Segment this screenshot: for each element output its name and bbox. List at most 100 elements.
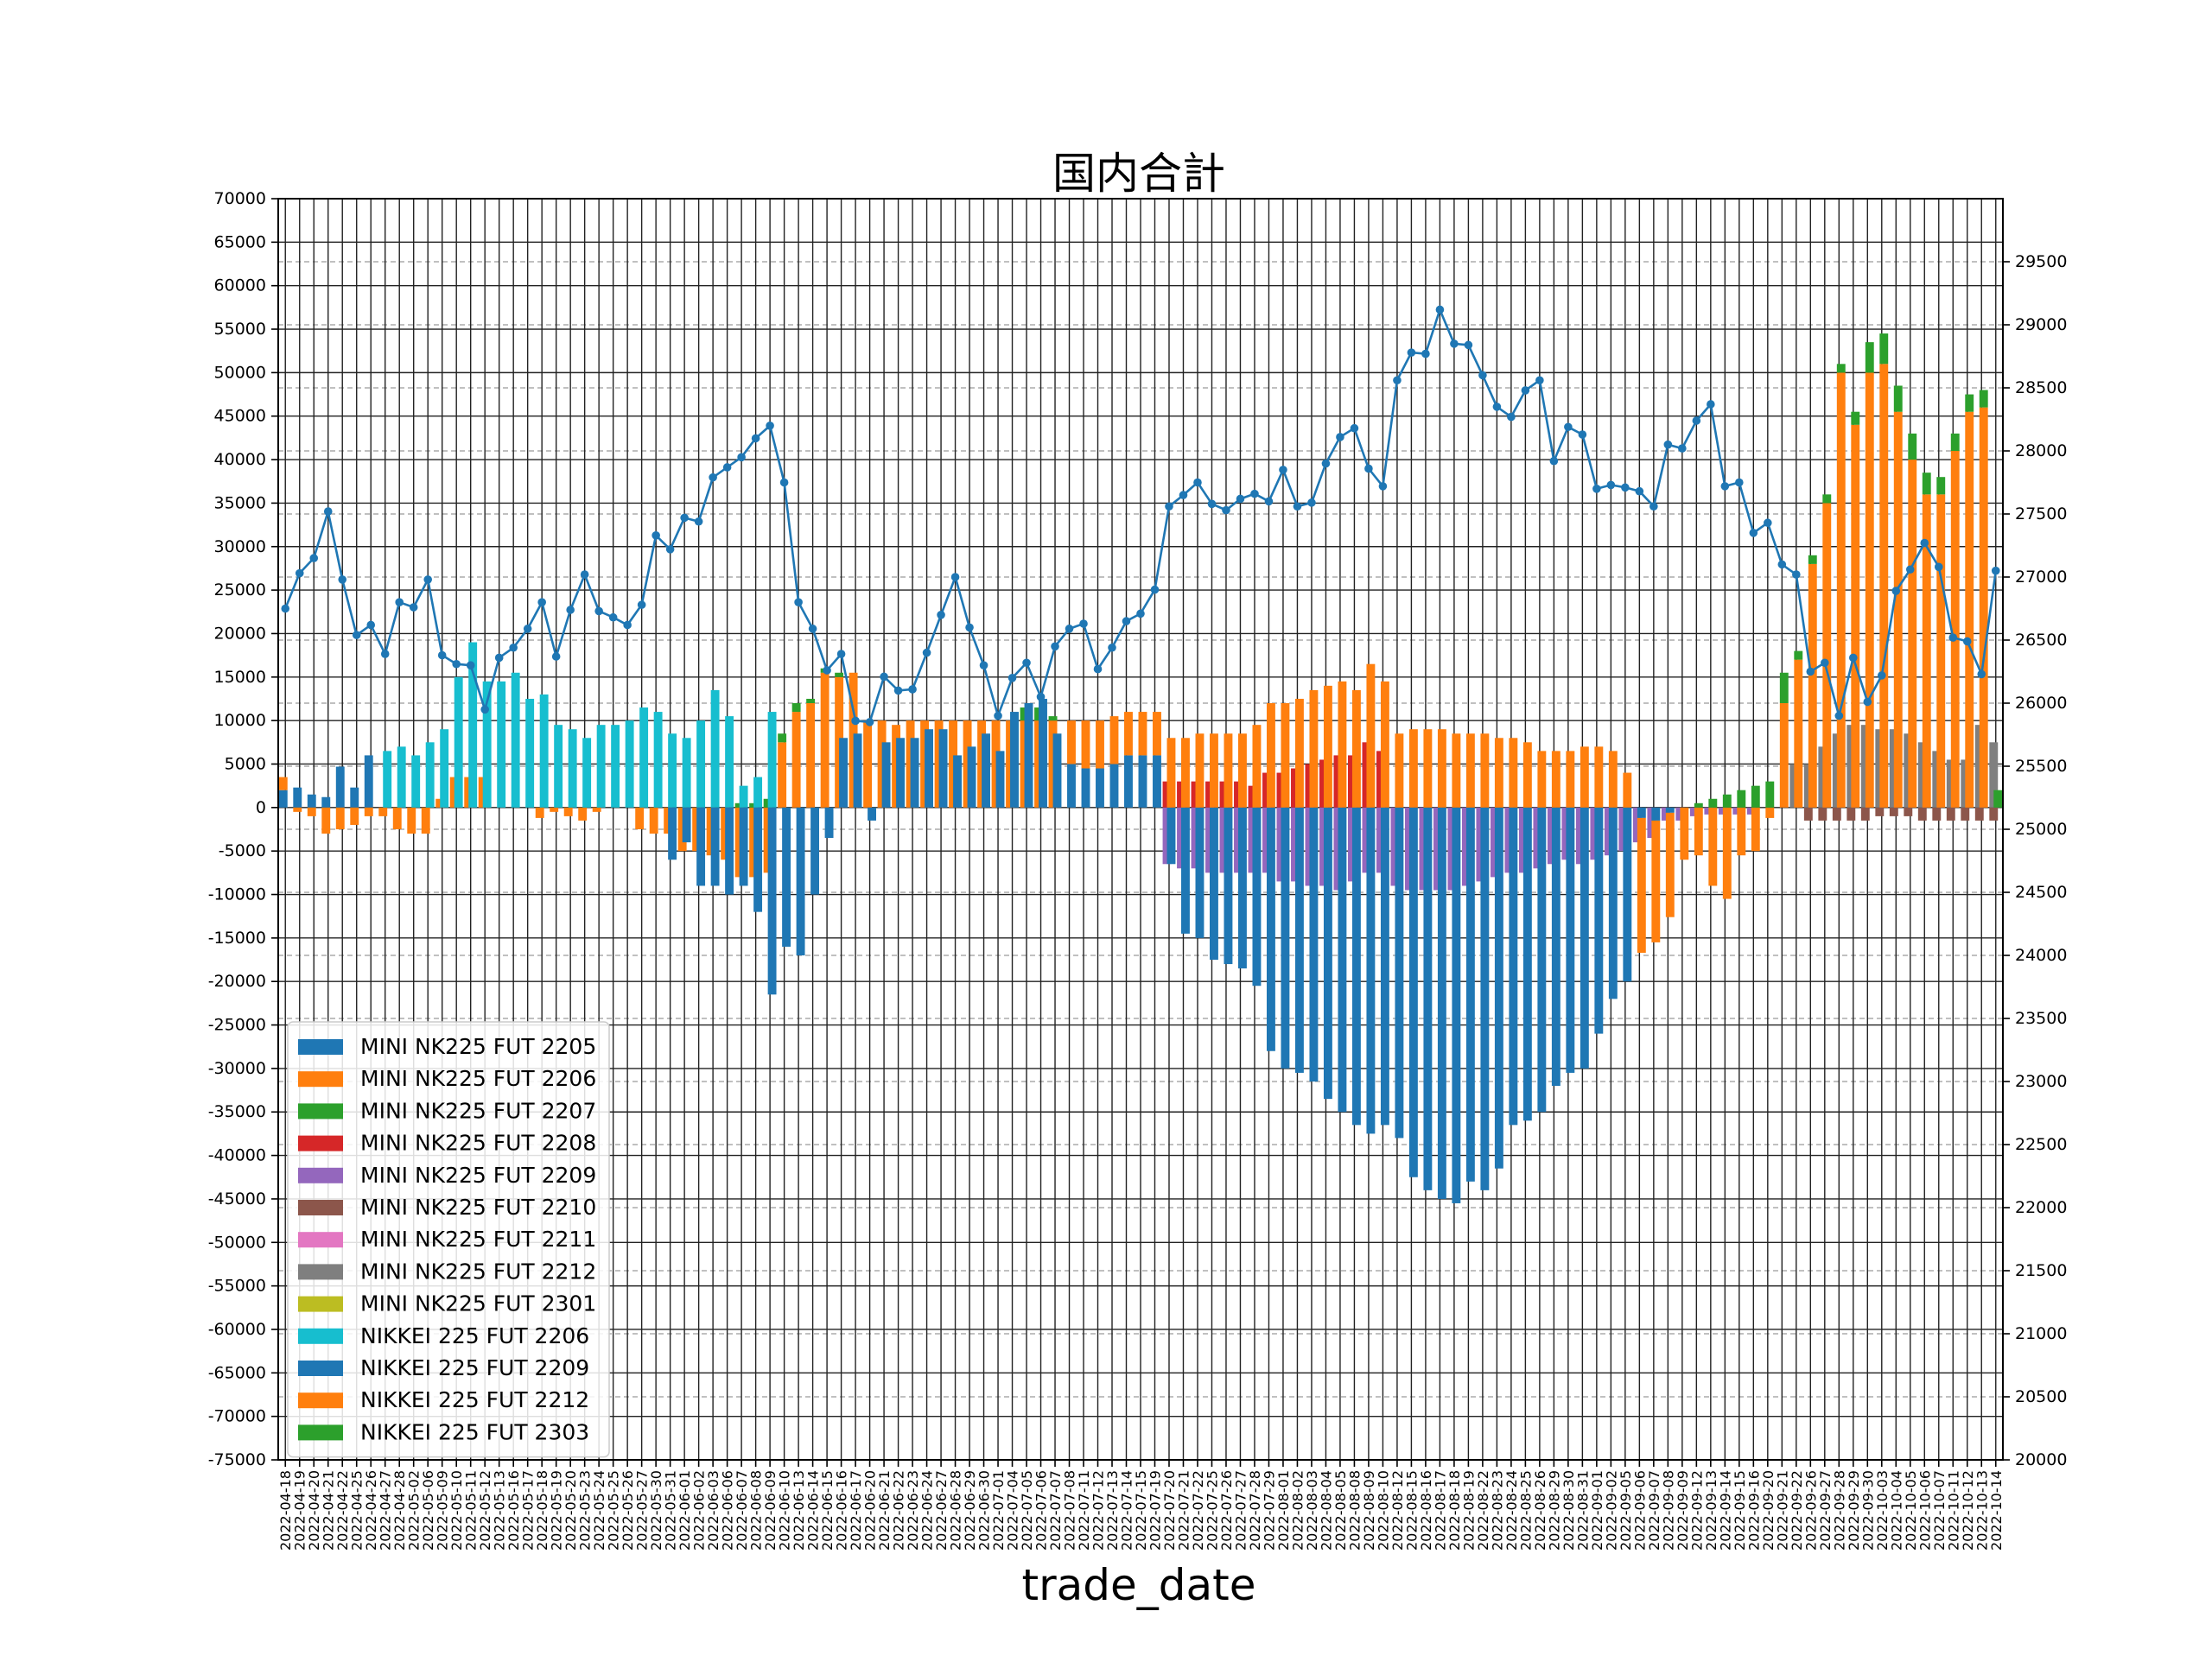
bar: [1932, 807, 1942, 821]
bar: [1096, 768, 1104, 808]
bar: [1181, 807, 1190, 934]
price-point: [1962, 637, 1972, 646]
x-tick-label: 2022-08-31: [1574, 1470, 1591, 1551]
x-tick-label: 2022-04-21: [321, 1470, 337, 1551]
y-right-tick-label: 29500: [2015, 252, 2067, 271]
price-point: [779, 478, 789, 487]
price-point: [1934, 562, 1943, 572]
x-tick-label: 2022-06-02: [691, 1470, 708, 1551]
bar: [1166, 807, 1176, 865]
price-point: [1350, 423, 1359, 433]
x-tick-label: 2022-06-20: [862, 1470, 879, 1551]
price-point: [1606, 480, 1616, 490]
bar: [1210, 733, 1218, 808]
bar: [778, 742, 787, 808]
bar: [1323, 685, 1332, 808]
bar: [710, 807, 720, 886]
x-tick-label: 2022-07-15: [1133, 1470, 1149, 1551]
price-point: [1806, 667, 1815, 676]
bar: [293, 807, 302, 812]
bar: [582, 738, 592, 808]
price-point: [1821, 658, 1829, 668]
x-tick-label: 2022-08-29: [1546, 1470, 1562, 1551]
bar: [1822, 503, 1832, 808]
x-tick-label: 2022-08-10: [1375, 1470, 1391, 1551]
bar: [1836, 372, 1846, 808]
price-point: [1022, 658, 1031, 668]
bar: [1494, 807, 1503, 1169]
x-tick-label: 2022-05-13: [492, 1470, 508, 1551]
y-right-tick-label: 28000: [2015, 441, 2067, 460]
bars-layer: [278, 333, 2003, 1203]
bar: [1048, 716, 1058, 721]
bar: [868, 807, 877, 821]
bar: [1794, 659, 1803, 808]
x-axis-label: trade_date: [1021, 1560, 1255, 1610]
x-tick-label: 2022-05-02: [406, 1470, 423, 1551]
bar: [1722, 807, 1732, 899]
price-point: [1478, 371, 1487, 380]
price-point: [865, 718, 874, 726]
bar: [1153, 755, 1161, 808]
x-tick-label: 2022-08-03: [1304, 1470, 1320, 1551]
bar: [725, 716, 734, 808]
x-tick-label: 2022-09-14: [1717, 1470, 1733, 1551]
legend-swatch: [298, 1167, 343, 1183]
price-point: [1663, 440, 1673, 449]
bar: [1623, 772, 1632, 808]
bar: [1039, 698, 1047, 808]
x-tick-label: 2022-06-13: [791, 1470, 807, 1551]
bar: [1522, 807, 1532, 1121]
bar: [1380, 681, 1389, 808]
price-point: [1207, 499, 1217, 509]
x-tick-label: 2022-08-25: [1517, 1470, 1534, 1551]
y-left-tick-label: -20000: [208, 972, 266, 991]
price-point: [680, 513, 689, 523]
legend-box: [287, 1021, 610, 1458]
price-point: [395, 598, 404, 606]
bar: [1708, 807, 1718, 886]
bar: [1851, 424, 1860, 808]
price-point: [1635, 486, 1644, 496]
bar: [896, 738, 905, 808]
bar: [1950, 451, 1960, 808]
x-tick-label: 2022-06-23: [905, 1470, 921, 1551]
bar: [1965, 411, 1974, 808]
price-point: [1749, 529, 1758, 537]
x-tick-label: 2022-07-01: [990, 1470, 1007, 1551]
bar: [824, 807, 834, 839]
bar: [278, 790, 288, 808]
bar: [1096, 720, 1104, 769]
bar: [1875, 807, 1885, 816]
y-left-tick-label: 0: [256, 798, 266, 817]
bar: [982, 733, 990, 808]
x-tick-label: 2022-05-12: [477, 1470, 493, 1551]
y-right-tick-label: 27500: [2015, 504, 2067, 523]
price-point: [794, 598, 803, 606]
y-left-tick-label: -45000: [208, 1189, 266, 1208]
bar: [611, 725, 620, 808]
bar: [1109, 764, 1119, 808]
bar: [1291, 807, 1300, 882]
x-tick-label: 2022-10-14: [1988, 1470, 2005, 1551]
bar: [468, 642, 478, 808]
x-tick-label: 2022-07-25: [1204, 1470, 1220, 1551]
x-tick-label: 2022-05-11: [463, 1470, 480, 1551]
bar: [1832, 733, 1841, 808]
y-left-tick-label: 40000: [214, 450, 266, 469]
bar: [1509, 807, 1518, 1126]
bar: [1751, 785, 1760, 808]
y-right-tick-label: 26500: [2015, 631, 2067, 650]
price-point: [637, 600, 646, 609]
bar: [350, 787, 359, 808]
bar: [1423, 729, 1433, 808]
bar: [482, 681, 492, 808]
price-point: [1564, 422, 1573, 432]
bar: [1281, 703, 1290, 808]
bar: [1566, 807, 1575, 1073]
legend-swatch: [298, 1264, 343, 1280]
price-point: [1621, 483, 1630, 492]
bar: [1889, 807, 1898, 816]
